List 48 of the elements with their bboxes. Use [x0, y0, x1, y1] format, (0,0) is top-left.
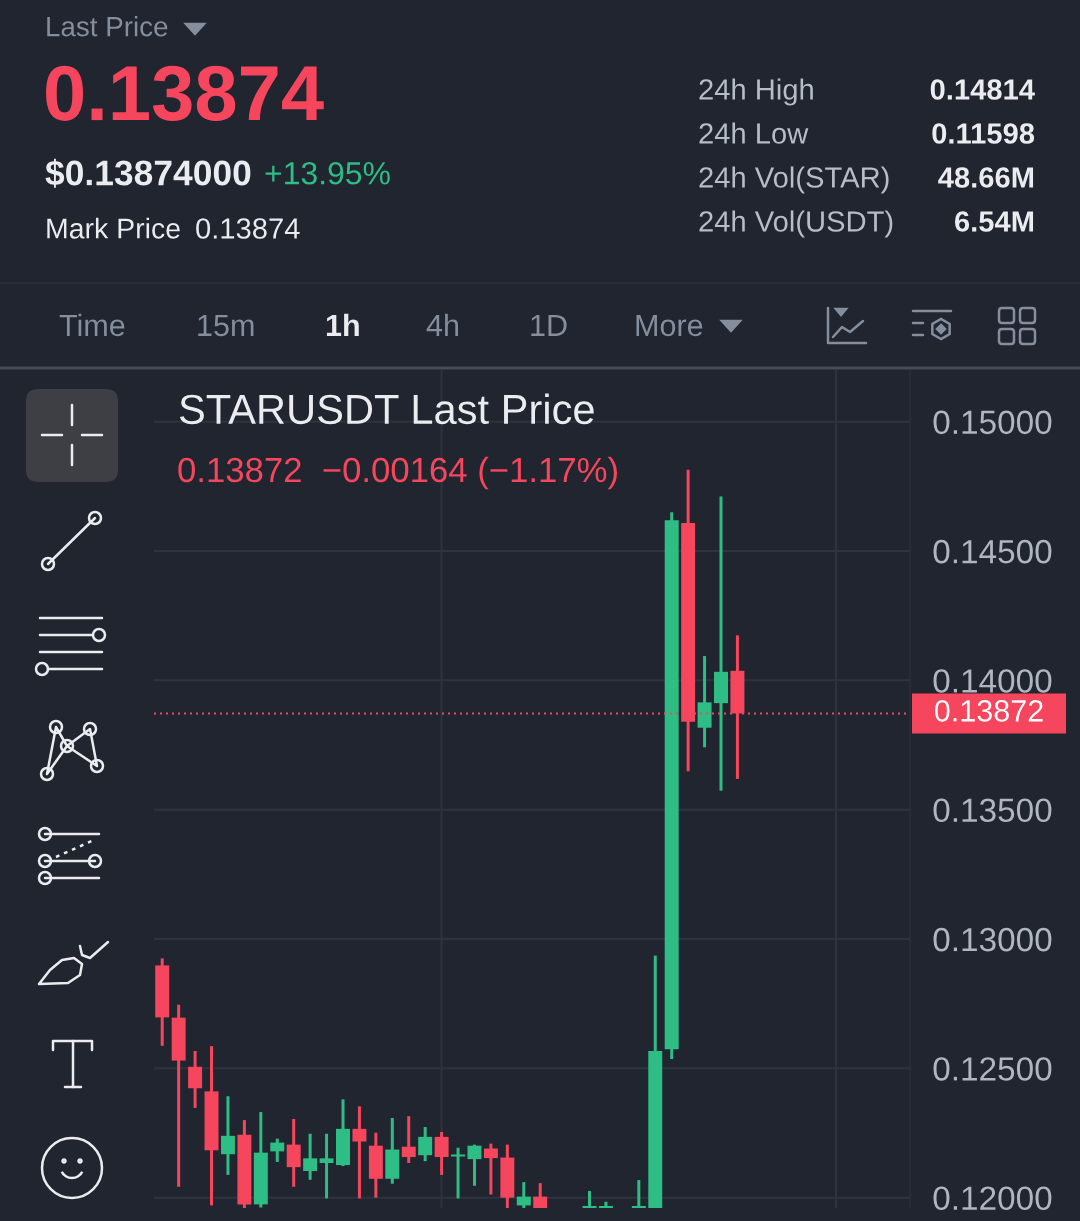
- text: 48.66M: [938, 167, 1034, 188]
- candlestick: [714, 496, 728, 791]
- candlestick: [352, 1106, 367, 1199]
- text: Time: [59, 313, 125, 337]
- candlestick: [483, 1143, 498, 1195]
- chart-title: STARUSDT Last Price: [179, 393, 594, 425]
- text: 24h Vol(STAR): [699, 166, 889, 194]
- y-tick-label: 0.14500: [933, 539, 1052, 564]
- text: 0.11598: [932, 123, 1035, 144]
- candlestick: [451, 1147, 466, 1199]
- y-tick-label: 0.12000: [933, 1186, 1052, 1211]
- candlestick: [582, 1189, 597, 1208]
- candlestick: [631, 1180, 646, 1208]
- text: 0.13872 −0.00164 (−1.17%): [178, 456, 617, 490]
- candlestick: [434, 1130, 449, 1175]
- candlestick: [188, 1051, 203, 1108]
- text: More: [636, 314, 703, 337]
- text: 0.14814: [930, 79, 1035, 100]
- y-tick-label: 0.14000: [933, 669, 1052, 693]
- candlestick: [467, 1144, 482, 1186]
- candlestick: [220, 1096, 235, 1175]
- ref-line-label: 0.13872: [934, 700, 1043, 722]
- text: 24h Vol(USDT): [699, 210, 893, 238]
- candlestick: [401, 1116, 416, 1163]
- candlestick: [303, 1132, 318, 1180]
- text: 24h Low: [699, 122, 809, 144]
- text: Mark Price: [47, 217, 180, 239]
- text: 4h: [426, 313, 458, 336]
- text: Last Price: [47, 16, 168, 37]
- candlestick: [319, 1132, 334, 1199]
- text: +13.95%: [265, 161, 390, 185]
- y-tick-label: 0.13000: [933, 927, 1052, 952]
- text: 24h High: [699, 78, 813, 106]
- y-tick-label: 0.12500: [933, 1057, 1052, 1081]
- text: $0.13874000: [45, 158, 251, 188]
- y-tick-label: 0.15000: [933, 410, 1052, 435]
- text: 1h: [326, 313, 359, 336]
- text: 15m: [198, 314, 254, 337]
- candlestick: [286, 1119, 301, 1187]
- text: 6.54M: [955, 211, 1034, 232]
- candlestick: [270, 1138, 285, 1162]
- candlestick: [533, 1183, 548, 1208]
- text: 1D: [531, 314, 567, 336]
- candlestick: [418, 1127, 433, 1163]
- candlestick: [516, 1182, 531, 1208]
- y-tick-label: 0.13500: [933, 798, 1052, 823]
- text: 0.13874: [46, 65, 324, 121]
- text: 0.13874: [196, 218, 300, 239]
